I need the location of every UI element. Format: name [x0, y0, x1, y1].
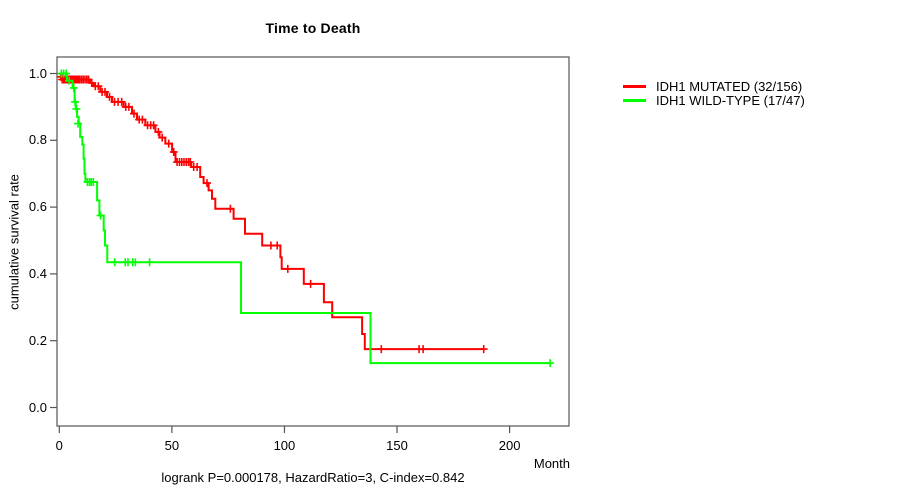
x-tick-label: 150 [386, 438, 408, 453]
legend-line-swatch [623, 98, 646, 102]
y-tick-label: 0.4 [28, 265, 47, 281]
y-tick-label: 0.6 [28, 199, 47, 215]
legend-line-swatch [623, 84, 646, 88]
legend-item: IDH1 WILD-TYPE (17/47) [623, 92, 805, 108]
y-tick-label: 1.0 [28, 65, 47, 81]
curve-idh1-wild-type-17-47 [59, 72, 551, 365]
legend-item: IDH1 MUTATED (32/156) [623, 78, 805, 94]
y-tick-label: 0.8 [28, 132, 47, 148]
chart-title: Time to Death [265, 20, 361, 36]
x-tick-label: 100 [273, 438, 296, 453]
stats-annotation: logrank P=0.000178, HazardRatio=3, C-ind… [161, 470, 465, 485]
censor-marks-idh1-mutated-32-156 [56, 72, 488, 354]
x-tick-label: 50 [164, 438, 180, 453]
x-axis-label: Month [533, 456, 570, 471]
legend: IDH1 MUTATED (32/156) IDH1 WILD-TYPE (17/… [623, 78, 805, 108]
censor-marks-idh1-wild-type-17-47 [57, 69, 555, 368]
legend-label: IDH1 MUTATED (32/156) [656, 78, 803, 94]
x-tick-label: 200 [498, 438, 521, 453]
plot-frame [56, 56, 570, 427]
y-tick-label: 0.2 [28, 332, 47, 348]
y-tick-label: 0.0 [28, 399, 47, 415]
x-tick-label: 0 [55, 438, 63, 453]
legend-label: IDH1 WILD-TYPE (17/47) [656, 92, 805, 108]
y-axis-label: cumulative survival rate [6, 174, 22, 310]
curve-idh1-mutated-32-156 [59, 72, 484, 351]
